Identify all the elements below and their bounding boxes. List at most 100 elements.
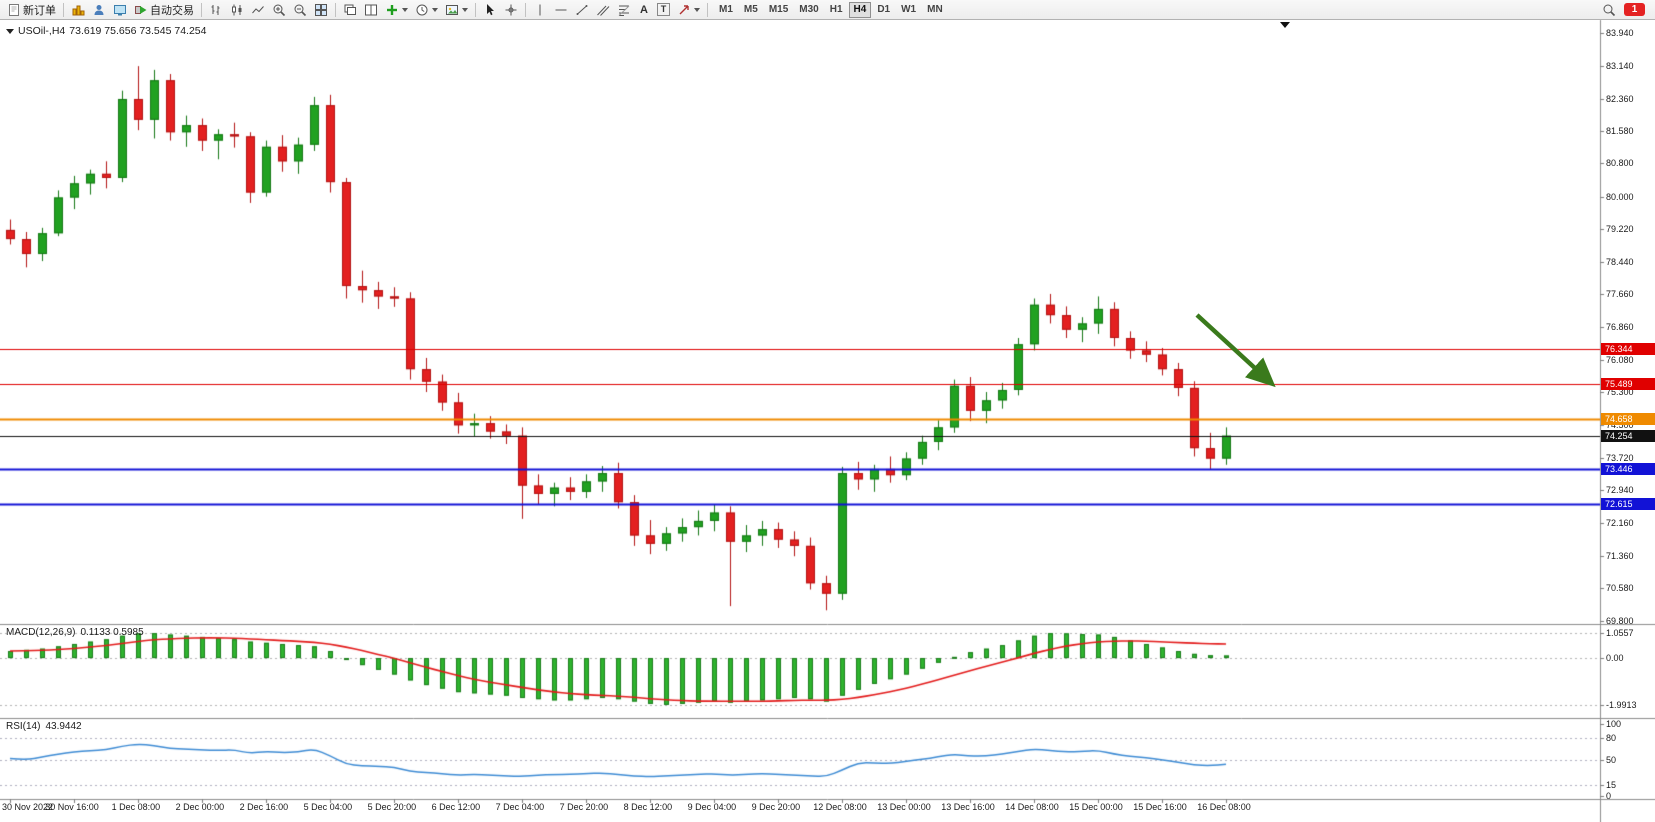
- trendline-tool-button[interactable]: [572, 1, 592, 19]
- price-level-badge: 75.489: [1601, 378, 1655, 391]
- add-indicator-button[interactable]: [382, 1, 411, 19]
- time-axis-label: 30 Nov 16:00: [45, 802, 99, 812]
- price-axis-label: 80.000: [1606, 191, 1634, 202]
- time-axis-label: 30 Nov 2022: [2, 802, 54, 812]
- vertical-line-icon: [539, 4, 541, 15]
- price-level-badge: 73.446: [1601, 463, 1655, 476]
- timeframe-button-m5[interactable]: M5: [739, 2, 763, 18]
- new-order-label: 新订单: [23, 4, 56, 17]
- time-axis-label: 15 Dec 16:00: [1133, 802, 1187, 812]
- price-axis-label: 76.080: [1606, 354, 1634, 365]
- price-axis-label: 72.160: [1606, 517, 1634, 528]
- cursor-button[interactable]: [480, 1, 500, 19]
- time-axis-label: 15 Dec 00:00: [1069, 802, 1123, 812]
- crosshair-button[interactable]: [501, 1, 521, 19]
- time-axis-label: 9 Dec 04:00: [687, 802, 737, 812]
- dropdown-caret: [432, 7, 438, 12]
- price-axis-label: 78.440: [1606, 256, 1634, 267]
- label-tool-icon: T: [657, 3, 670, 16]
- price-axis-label: 73.720: [1606, 452, 1634, 463]
- time-axis-label: 13 Dec 16:00: [941, 802, 995, 812]
- cascade-windows-button[interactable]: [340, 1, 360, 19]
- zoom-out-icon: [294, 4, 307, 16]
- timeframe-button-m30[interactable]: M30: [794, 2, 823, 18]
- zoom-in-icon: [273, 4, 286, 16]
- navigator-button[interactable]: [89, 1, 109, 19]
- line-chart-icon: [252, 5, 264, 13]
- chart-shift-marker[interactable]: [1280, 22, 1290, 28]
- price-axis-label: 79.220: [1606, 224, 1634, 235]
- rsi-axis-label: 100: [1606, 718, 1622, 729]
- vertical-line-tool-button[interactable]: [530, 1, 550, 19]
- time-axis-label: 7 Dec 20:00: [559, 802, 609, 812]
- zoom-in-button[interactable]: [269, 1, 289, 19]
- fibonacci-icon: [618, 5, 630, 16]
- rsi-axis-label: 0: [1606, 791, 1612, 802]
- tile-windows-button[interactable]: [311, 1, 331, 19]
- toolbar-separator: [201, 2, 202, 17]
- price-axis-label: 72.940: [1606, 485, 1634, 496]
- zoom-out-button[interactable]: [290, 1, 310, 19]
- time-axis-label: 13 Dec 00:00: [877, 802, 931, 812]
- rsi-name: RSI(14): [6, 721, 41, 732]
- terminal-icon: [114, 4, 126, 15]
- timeframe-button-m1[interactable]: M1: [714, 2, 738, 18]
- time-axis-label: 1 Dec 08:00: [111, 802, 161, 812]
- dropdown-caret: [694, 7, 700, 12]
- template-image-icon: [446, 4, 458, 15]
- split-window-button[interactable]: [361, 1, 381, 19]
- time-axis-label: 2 Dec 00:00: [175, 802, 225, 812]
- search-button[interactable]: [1599, 1, 1619, 19]
- timeframe-button-w1[interactable]: W1: [896, 2, 921, 18]
- channel-tool-button[interactable]: [593, 1, 613, 19]
- time-axis-label: 5 Dec 20:00: [367, 802, 417, 812]
- fibonacci-tool-button[interactable]: [614, 1, 634, 19]
- new-order-button[interactable]: 新订单: [4, 1, 59, 19]
- new-chart-button[interactable]: [68, 1, 88, 19]
- timeframe-button-mn[interactable]: MN: [922, 2, 948, 18]
- period-button[interactable]: [412, 1, 441, 19]
- time-axis-label: 12 Dec 08:00: [813, 802, 867, 812]
- macd-axis-label: 0.00: [1606, 653, 1624, 664]
- text-tool-button[interactable]: A: [635, 1, 653, 19]
- dropdown-caret: [462, 7, 468, 12]
- macd-indicator-label: MACD(12,26,9) 0.1133 0.5985: [6, 627, 144, 638]
- price-level-badge: 74.658: [1601, 412, 1655, 425]
- search-icon: [1603, 4, 1616, 16]
- candlestick-chart-button[interactable]: [227, 1, 247, 19]
- notification-badge[interactable]: 1: [1624, 3, 1645, 16]
- price-axis-label: 81.580: [1606, 125, 1634, 136]
- price-axis-label: 80.800: [1606, 158, 1634, 169]
- auto-trading-play-icon: [135, 5, 147, 14]
- crosshair-icon: [505, 4, 517, 15]
- auto-trading-button[interactable]: 自动交易: [131, 1, 197, 19]
- channel-icon: [597, 5, 610, 16]
- symbol-dropdown-icon[interactable]: [6, 28, 14, 34]
- macd-axis-label: -1.9913: [1606, 699, 1637, 710]
- horizontal-line-tool-button[interactable]: [551, 1, 571, 19]
- label-tool-button[interactable]: T: [654, 1, 673, 19]
- arrows-tool-button[interactable]: [674, 1, 703, 19]
- terminal-button[interactable]: [110, 1, 130, 19]
- trend-arrow-annotation[interactable]: [1185, 305, 1289, 401]
- timeframe-button-h1[interactable]: H1: [825, 2, 848, 18]
- time-axis-label: 6 Dec 12:00: [431, 802, 481, 812]
- timeframe-button-m15[interactable]: M15: [764, 2, 793, 18]
- split-window-icon: [365, 4, 377, 15]
- time-axis-label: 8 Dec 12:00: [623, 802, 673, 812]
- tile-windows-icon: [315, 3, 327, 16]
- chart-ohlc-values: 73.619 75.656 73.545 74.254: [69, 25, 207, 37]
- chart-symbol-timeframe: USOil-,H4: [18, 25, 66, 37]
- clock-icon: [416, 4, 428, 15]
- time-axis-label: 9 Dec 20:00: [751, 802, 801, 812]
- line-chart-button[interactable]: [248, 1, 268, 19]
- bar-chart-button[interactable]: [206, 1, 226, 19]
- timeframe-button-d1[interactable]: D1: [872, 2, 895, 18]
- price-level-badge: 76.344: [1601, 342, 1655, 355]
- template-button[interactable]: [442, 1, 471, 19]
- timeframe-button-h4[interactable]: H4: [848, 1, 872, 18]
- toolbar-separator: [63, 2, 64, 17]
